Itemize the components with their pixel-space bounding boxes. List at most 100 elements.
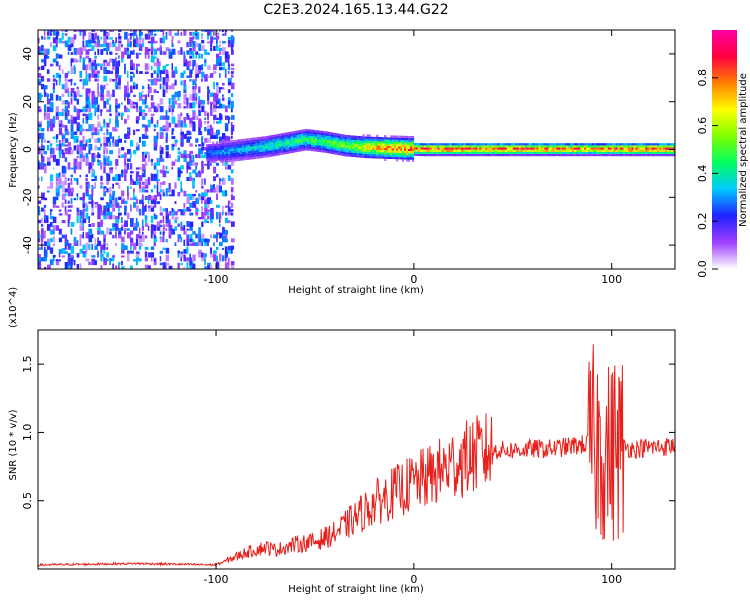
heatmap-cell [384, 148, 387, 151]
heatmap-cell [112, 183, 114, 189]
heatmap-cell [141, 134, 146, 139]
heatmap-cell [518, 151, 521, 154]
heatmap-cell [130, 218, 134, 224]
heatmap-cell [224, 115, 229, 120]
heatmap-cell [52, 225, 56, 231]
heatmap-cell [500, 145, 504, 148]
heatmap-cell [198, 239, 201, 246]
heatmap-cell [46, 242, 51, 247]
heatmap-cell [106, 83, 108, 86]
heatmap-cell [275, 153, 278, 156]
heatmap-cell [112, 207, 115, 212]
heatmap-cell [384, 150, 387, 153]
heatmap-cell [162, 158, 165, 162]
heatmap-cell [165, 132, 168, 139]
heatmap-cell [415, 151, 418, 154]
heatmap-cell [204, 117, 207, 120]
heatmap-cell [38, 238, 41, 243]
heatmap-cell [671, 154, 674, 157]
heatmap-cell [79, 197, 83, 201]
heatmap-cell [82, 118, 85, 124]
heatmap-cell [201, 147, 205, 151]
heatmap-cell [162, 30, 165, 36]
heatmap-cell [230, 202, 234, 208]
heatmap-cell [118, 112, 121, 117]
heatmap-cell [91, 132, 96, 136]
heatmap-cell [637, 145, 640, 148]
heatmap-cell [41, 50, 44, 55]
heatmap-cell [135, 116, 140, 120]
heatmap-cell [198, 217, 202, 220]
heatmap-cell [249, 140, 252, 143]
heatmap-cell [94, 203, 98, 208]
heatmap-cell [500, 143, 504, 146]
heatmap-cell [70, 174, 73, 178]
heatmap-cell [611, 145, 614, 148]
heatmap-cell [153, 176, 158, 182]
heatmap-cell [210, 161, 213, 164]
heatmap-cell [159, 70, 164, 74]
heatmap-cell [299, 142, 302, 146]
heatmap-cell [621, 147, 624, 150]
heatmap-cell [46, 78, 51, 82]
heatmap-cell [427, 147, 430, 150]
heatmap-cell [301, 129, 304, 132]
heatmap-cell [64, 40, 69, 48]
heatmap-cell [58, 38, 63, 44]
heatmap-cell [207, 93, 210, 97]
heatmap-cell [595, 147, 599, 150]
heatmap-cell [437, 149, 440, 152]
heatmap-cell [91, 185, 94, 193]
heatmap-cell [514, 143, 517, 146]
heatmap-cell [79, 248, 84, 254]
heatmap-cell [207, 200, 210, 208]
heatmap-cell [73, 163, 78, 170]
heatmap-cell [135, 251, 140, 254]
heatmap-cell [597, 145, 600, 148]
heatmap-cell [133, 81, 136, 86]
heatmap-cell [249, 148, 252, 151]
heatmap-cell [617, 154, 620, 157]
heatmap-cell [398, 152, 401, 155]
heatmap-cell [595, 145, 599, 148]
heatmap-cell [94, 138, 98, 143]
heatmap-cell [150, 198, 155, 204]
heatmap-cell [183, 254, 186, 258]
heatmap-cell [558, 145, 561, 148]
heatmap-cell [259, 145, 262, 148]
y-tick-label: 1.0 [21, 424, 34, 442]
heatmap-cell [301, 138, 304, 141]
y-tick-label: -20 [21, 188, 34, 206]
heatmap-cell [165, 247, 170, 254]
heatmap-cell [455, 145, 458, 148]
heatmap-cell [130, 71, 134, 74]
heatmap-cell [85, 40, 89, 48]
heatmap-cell [303, 146, 306, 149]
heatmap-cell [55, 185, 60, 193]
heatmap-cell [70, 66, 74, 74]
heatmap-cell [619, 151, 622, 154]
heatmap-cell [532, 149, 535, 152]
heatmap-cell [162, 68, 166, 74]
heatmap-cell [227, 97, 231, 101]
heatmap-cell [210, 156, 213, 159]
heatmap-cell [404, 157, 407, 160]
heatmap-cell [106, 136, 111, 143]
heatmap-cell [237, 152, 240, 155]
heatmap-cell [43, 59, 47, 67]
heatmap-cell [115, 37, 118, 44]
heatmap-cell [216, 152, 219, 155]
heatmap-cell [643, 149, 646, 152]
heatmap-cell [183, 257, 187, 262]
heatmap-cell [115, 119, 117, 124]
heatmap-cell [58, 150, 62, 155]
heatmap-cell [159, 189, 163, 193]
heatmap-cell [495, 151, 498, 154]
heatmap-cell [360, 155, 363, 158]
heatmap-cell [447, 151, 450, 154]
heatmap-cell [229, 144, 233, 147]
heatmap-cell [212, 161, 215, 164]
heatmap-cell [356, 138, 359, 141]
heatmap-cell [147, 41, 152, 44]
heatmap-cell [177, 94, 180, 101]
